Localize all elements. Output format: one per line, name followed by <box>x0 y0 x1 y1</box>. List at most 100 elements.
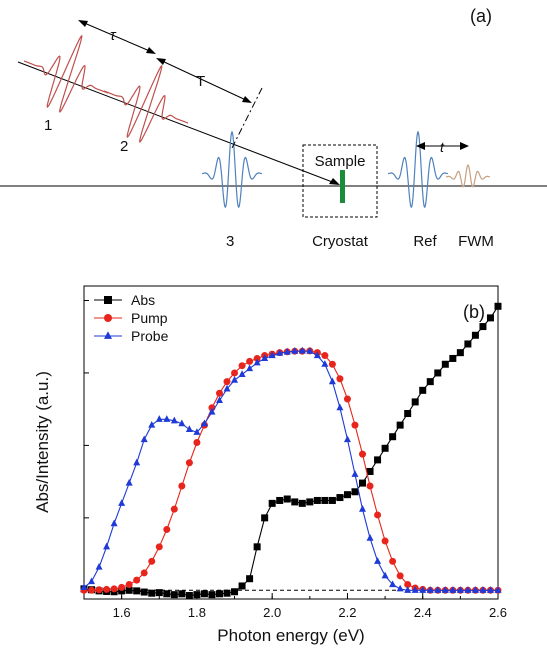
data-point-probe <box>306 347 314 354</box>
tau-label: τ <box>110 27 117 44</box>
data-point-abs <box>494 302 502 310</box>
data-point-pump <box>103 585 111 593</box>
data-point-pump <box>389 557 397 565</box>
data-point-abs <box>246 575 254 583</box>
data-point-probe <box>110 519 118 527</box>
data-point-abs <box>298 499 306 507</box>
data-point-abs <box>291 498 299 506</box>
legend: Abs Pump Probe <box>94 292 169 344</box>
data-point-probe <box>321 360 329 367</box>
data-point-probe <box>471 586 479 593</box>
series-pump <box>80 347 502 594</box>
plot-frame <box>83 285 499 600</box>
series-abs <box>80 302 502 600</box>
data-point-abs <box>321 496 329 504</box>
data-point-pump <box>321 352 329 360</box>
data-point-pump <box>193 439 201 446</box>
data-point-abs <box>200 590 208 598</box>
data-point-probe <box>283 347 291 355</box>
data-point-abs <box>419 386 427 394</box>
data-point-probe <box>268 351 276 359</box>
data-point-probe <box>170 416 178 424</box>
data-point-pump <box>366 482 374 490</box>
data-point-probe <box>200 419 208 427</box>
data-point-abs <box>148 589 156 597</box>
data-point-abs <box>253 543 261 551</box>
data-point-abs <box>486 314 494 322</box>
data-point-abs <box>215 590 223 598</box>
data-point-pump <box>336 375 344 383</box>
pulse-1-waveform <box>23 34 109 113</box>
data-point-abs <box>133 587 141 595</box>
y-ticks <box>84 299 89 591</box>
data-point-probe <box>494 586 502 593</box>
series-layer <box>80 302 502 600</box>
T-label: T <box>196 73 205 90</box>
data-point-abs <box>268 499 276 507</box>
data-point-abs <box>185 592 193 600</box>
data-point-probe <box>456 586 464 593</box>
data-point-abs <box>306 498 314 506</box>
x-ticks: 1.6 1.8 2.0 2.2 2.4 2.6 <box>83 593 507 620</box>
data-point-pump <box>185 459 193 467</box>
data-point-abs <box>351 488 359 496</box>
data-point-pump <box>178 482 186 490</box>
data-point-pump <box>95 586 103 594</box>
data-point-probe <box>178 419 186 427</box>
data-point-probe <box>328 377 336 385</box>
diagonal-beam <box>17 61 336 184</box>
data-point-pump <box>381 537 389 545</box>
T-arrowhead-left <box>156 58 166 65</box>
data-point-pump <box>148 557 156 565</box>
T-arrow <box>159 59 249 102</box>
data-point-probe <box>359 505 367 512</box>
data-point-probe <box>404 586 412 593</box>
data-point-abs <box>404 410 412 418</box>
data-point-abs <box>193 591 201 599</box>
series-line-abs <box>83 306 499 597</box>
data-point-pump <box>118 583 126 591</box>
cryostat-box <box>302 144 378 218</box>
legend-marker <box>104 331 112 339</box>
x-tick-label: 1.8 <box>188 605 206 620</box>
data-point-pump <box>253 354 261 362</box>
data-point-abs <box>471 331 479 339</box>
data-point-probe <box>336 403 344 411</box>
data-point-probe <box>231 376 239 383</box>
data-point-pump <box>223 378 231 386</box>
chart-panel: 1.6 1.8 2.0 2.2 2.4 2.6 Abs Pump Probe (b) Phot… <box>33 285 507 645</box>
data-point-probe <box>298 346 306 354</box>
data-point-probe <box>343 435 351 443</box>
sample-label: Sample <box>315 153 366 170</box>
pulse-2-label: 2 <box>120 138 128 155</box>
data-point-probe <box>238 370 246 377</box>
t-label: t <box>440 139 445 155</box>
data-point-abs <box>434 369 442 377</box>
data-point-abs <box>163 590 171 598</box>
t-arrowhead-right <box>460 142 469 150</box>
legend-marker <box>104 296 112 304</box>
data-point-probe <box>374 557 382 564</box>
data-point-abs <box>276 496 284 504</box>
data-point-probe <box>313 351 321 359</box>
data-point-abs <box>208 591 216 599</box>
data-point-abs <box>449 354 457 362</box>
fwm-label: FWM <box>458 233 494 250</box>
data-point-probe <box>366 533 374 541</box>
data-point-abs <box>479 323 487 331</box>
data-point-pump <box>163 525 171 533</box>
pulse-3-label: 3 <box>226 233 234 250</box>
data-point-abs <box>389 433 397 441</box>
diagonal-beam-arrowhead <box>329 178 340 185</box>
data-point-probe <box>261 354 269 362</box>
pulse-1-label: 1 <box>44 117 52 134</box>
t-arrowhead-left <box>416 142 425 150</box>
data-point-probe <box>351 470 359 477</box>
data-point-abs <box>464 340 472 348</box>
data-point-abs <box>381 444 389 452</box>
tau-arrowhead-right <box>146 47 156 54</box>
data-point-probe <box>140 435 148 443</box>
data-point-abs <box>359 479 367 487</box>
data-point-probe <box>103 542 111 550</box>
